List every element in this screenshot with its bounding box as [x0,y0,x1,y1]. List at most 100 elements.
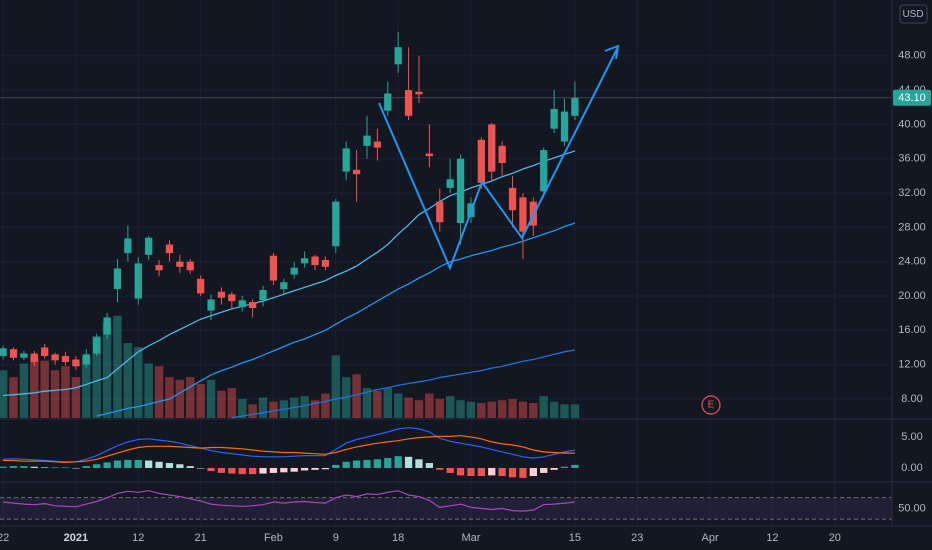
volume-bar [477,403,486,418]
volume-bar [0,370,8,418]
candle-body [456,158,465,224]
macd-histogram-bar [165,463,174,468]
y-tick-label: 40.00 [898,118,926,130]
earnings-marker-label[interactable]: E [708,400,715,411]
candle-body [498,145,506,164]
macd-histogram-bar [228,467,236,474]
volume-bar [248,404,257,418]
x-tick-label: Apr [702,532,719,544]
x-tick-label: 2021 [64,532,88,544]
candle-body [41,347,49,357]
macd-histogram-bar [488,467,496,476]
last-price-box [893,89,931,106]
macd-histogram-bar [248,467,257,475]
volume-bar [92,336,101,418]
volume-bar [50,370,60,418]
candle-body [280,282,288,290]
earnings-marker[interactable] [701,395,721,415]
candle-body [103,317,111,335]
volume-bar [425,393,434,418]
pattern-arrowhead[interactable] [604,44,620,60]
macd-histogram-bar [124,459,132,468]
volume-bar [404,397,413,418]
y-tick-label: 8.00 [901,393,922,405]
candle-body [311,256,319,266]
rsi-band [0,497,892,520]
y-tick-label: 28.00 [898,221,926,233]
candle-body [61,356,70,363]
candle-body [519,197,527,232]
x-tick-label: 12 [132,532,144,544]
candle-body [9,349,18,358]
volume-bar [321,393,330,418]
volume-bar [9,377,18,418]
macd-histogram-bar [51,467,59,468]
x-tick-label: Feb [264,532,283,544]
candle-body [342,148,350,172]
candle-body [394,47,402,65]
macd-histogram-bar [311,467,319,470]
pattern-drawing[interactable] [378,48,618,271]
volume-bar [237,398,247,418]
macd-line [3,427,576,463]
x-tick-label: 9 [333,532,339,544]
currency[interactable]: USD [902,9,923,20]
candle-body [124,238,132,254]
y-tick-label: 36.00 [898,153,926,165]
macd-histogram-bar [508,467,517,478]
volume-bar [570,404,580,418]
y-tick-label: 32.00 [898,187,926,199]
volume-bar [435,398,445,418]
macd-histogram-bar [384,458,392,468]
x-tick-label: 12 [766,532,778,544]
candle-body [446,179,454,188]
macd-histogram-bar [155,461,163,468]
macd-histogram-bar [72,467,80,469]
volume-bar [456,400,465,418]
macd-histogram-bar [82,466,90,468]
volume-bar [71,377,81,418]
candle-body [363,135,371,146]
candle-body [352,169,361,175]
volume-bar [549,401,559,418]
macd-histogram-bar [519,467,527,478]
macd-histogram-bar [113,460,122,468]
candle-body [290,267,298,275]
candle-body [550,108,558,129]
macd-histogram-bar [300,467,309,471]
macd-histogram-bar [30,466,38,468]
macd-histogram-bar [269,467,278,473]
candle-body [30,353,38,363]
volume-bar [82,356,91,418]
volume-bar [196,383,205,418]
volume-bar [102,322,112,418]
macd-histogram-bar [363,459,371,468]
macd-histogram-bar [529,467,537,477]
volume-bar [414,400,424,418]
candle-body [207,299,215,311]
last-price-label: 43.10 [898,92,926,104]
candle-body [82,354,90,365]
y-tick-label: 20.00 [898,290,926,302]
volume-bar [19,363,29,418]
y-tick-label: 48.00 [898,50,926,62]
macd-histogram-bar [280,467,288,473]
volume-bar [206,379,216,418]
candle-body [373,141,382,148]
macd-histogram-bar [61,467,70,468]
volume-bar [518,401,528,418]
volume-bar [30,356,39,418]
volume-bar [466,401,476,418]
macd-histogram-bar [477,467,485,477]
candle-body [51,354,59,361]
volume-bar [227,388,237,418]
macd-histogram-bar [197,467,205,469]
macd-histogram-bar [238,467,246,475]
x-tick-label: 20 [829,532,841,544]
candle-body [113,268,122,290]
candle-body [436,201,444,223]
candle-body [228,294,236,302]
currency-box[interactable] [899,4,928,24]
moving-average [96,222,576,417]
